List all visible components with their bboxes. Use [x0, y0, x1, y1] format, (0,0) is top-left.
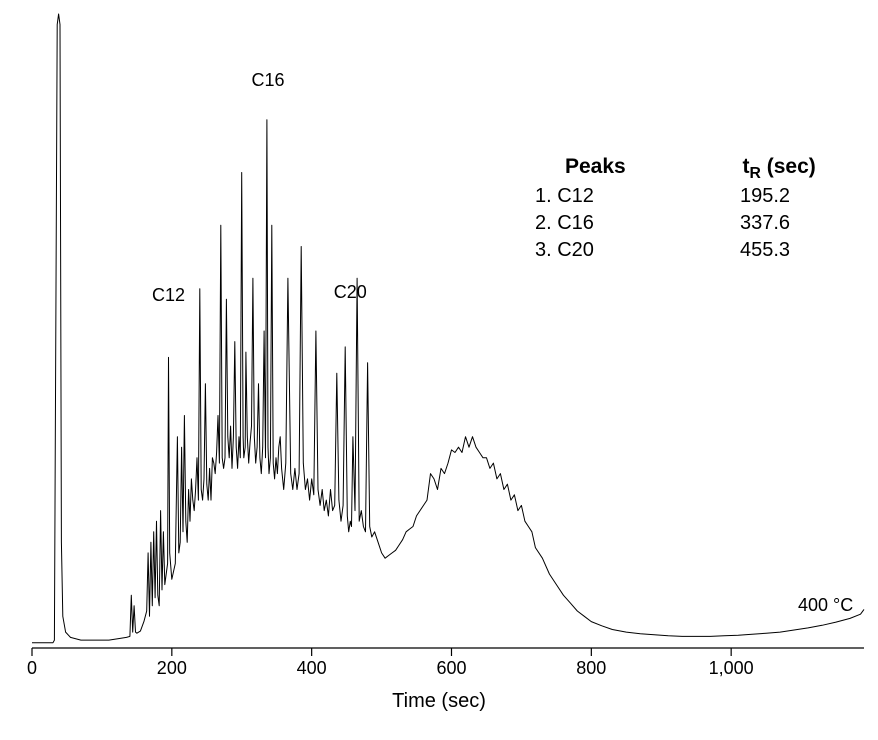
peaks-header-col2: tR (sec)	[723, 155, 835, 183]
peaks-table-body: 1. C12195.22. C16337.63. C20455.3	[515, 183, 835, 264]
peak-name-cell: 2. C16	[515, 210, 705, 237]
peak-tr-cell: 337.6	[705, 210, 825, 237]
x-tick-label: 0	[27, 658, 37, 679]
x-tick-label: 800	[576, 658, 606, 679]
peaks-header-col1: Peaks	[515, 155, 723, 183]
peak-name-cell: 1. C12	[515, 183, 705, 210]
peak-label: C16	[252, 70, 285, 91]
x-axis-title: Time (sec)	[392, 690, 486, 713]
peaks-table: Peaks tR (sec) 1. C12195.22. C16337.63. …	[515, 155, 835, 264]
peak-label: C20	[334, 282, 367, 303]
x-tick-label: 400	[297, 658, 327, 679]
peak-tr-cell: 195.2	[705, 183, 825, 210]
x-tick-label: 600	[436, 658, 466, 679]
chart-svg	[0, 0, 878, 740]
peak-name-cell: 3. C20	[515, 237, 705, 264]
peaks-table-header: Peaks tR (sec)	[515, 155, 835, 183]
chromatogram-trace	[32, 14, 864, 643]
peak-tr-cell: 455.3	[705, 237, 825, 264]
chromatogram-figure: C12 C16 C20 400 °C 0 200 400 600 800 1,000 Time…	[0, 0, 878, 740]
peak-label: C12	[152, 285, 185, 306]
table-row: 1. C12195.2	[515, 183, 835, 210]
table-row: 2. C16337.6	[515, 210, 835, 237]
table-row: 3. C20455.3	[515, 237, 835, 264]
x-tick-label: 200	[157, 658, 187, 679]
annotation-label: 400 °C	[798, 595, 853, 616]
x-tick-label: 1,000	[709, 658, 754, 679]
